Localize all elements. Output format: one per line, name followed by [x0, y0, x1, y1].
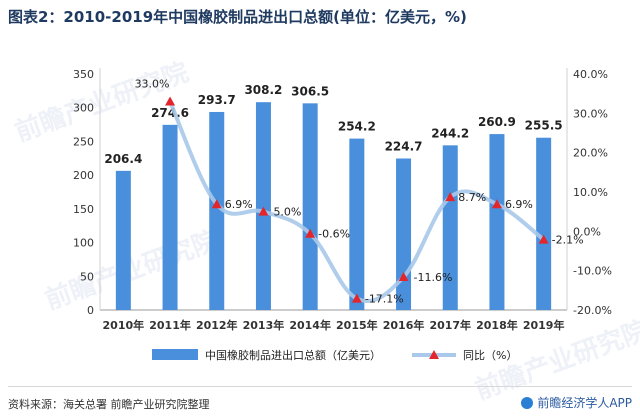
x-tick-label: 2011年	[149, 318, 191, 332]
bar-value-label: 255.5	[525, 119, 563, 133]
y-right-tick-label: 30.0%	[573, 107, 608, 120]
bar-value-label: 206.4	[104, 152, 142, 166]
x-tick-label: 2016年	[383, 318, 425, 332]
y-right-tick-label: 20.0%	[573, 147, 608, 160]
bar	[349, 138, 365, 310]
y-left-tick-label: 0	[87, 304, 94, 317]
x-tick-label: 2015年	[336, 318, 378, 332]
yoy-value-label: 6.9%	[505, 198, 533, 211]
chart-title: 图表2：2010-2019年中国橡胶制品进出口总额(单位：亿美元，%)	[8, 8, 467, 26]
bar	[115, 170, 131, 310]
brand-logo-icon	[521, 396, 534, 409]
yoy-marker	[211, 199, 222, 209]
yoy-marker	[258, 206, 269, 216]
yoy-marker	[165, 96, 176, 106]
y-right-tick-label: 0.0%	[573, 225, 601, 238]
chart-canvas: 0 50 100 150 200 250 300 350 -20.0% -10.0% 0.0% 10.…	[73, 68, 612, 362]
y-left-tick-label: 50	[80, 270, 94, 283]
bar-value-label: 260.9	[478, 115, 516, 129]
y-right-tick-label: -20.0%	[573, 304, 612, 317]
brand-label: 前瞻经济学人APP	[537, 396, 632, 410]
x-tick-label: 2013年	[243, 318, 285, 332]
yoy-value-label: 33.0%	[135, 78, 170, 91]
legend-label-bar: 中国橡胶制品进出口总额（亿美元）	[205, 348, 381, 362]
bar-value-label: 244.2	[431, 126, 469, 140]
yoy-marker	[491, 199, 502, 209]
yoy-value-label: -11.6%	[414, 271, 453, 284]
footer-divider	[8, 386, 632, 387]
legend-swatch-marker	[429, 350, 439, 359]
yoy-value-label: 8.7%	[458, 191, 486, 204]
bar	[489, 134, 505, 310]
y-left-tick-label: 350	[73, 68, 94, 81]
source-note: 资料来源：海关总署 前瞻产业研究院整理	[8, 398, 210, 411]
y-left-tick-label: 100	[73, 237, 94, 250]
yoy-marker	[398, 271, 409, 281]
yoy-marker	[445, 192, 456, 202]
bar	[442, 145, 458, 310]
bar-value-label: 224.7	[385, 139, 423, 153]
y-left-tick-label: 150	[73, 203, 94, 216]
legend-swatch-bar	[152, 349, 198, 360]
y-right-tick-label: 10.0%	[573, 186, 608, 199]
yoy-marker	[538, 234, 549, 244]
brand-mark: 前瞻经济学人APP	[521, 394, 632, 411]
bar-value-label: 306.5	[291, 84, 329, 98]
bar	[396, 158, 412, 310]
x-tick-label: 2017年	[429, 318, 471, 332]
x-tick-label: 2010年	[103, 318, 145, 332]
bar-value-label: 308.2	[244, 83, 282, 97]
yoy-value-label: -2.1%	[552, 234, 584, 247]
bar-value-label: 274.6	[151, 106, 189, 120]
yoy-value-label: 6.9%	[225, 198, 253, 211]
y-left-tick-label: 250	[73, 135, 94, 148]
bar	[162, 124, 178, 310]
yoy-value-label: 5.0%	[273, 206, 301, 219]
bar-value-label: 254.2	[338, 120, 376, 134]
bar-value-label: 293.7	[198, 93, 236, 107]
yoy-value-label: -0.6%	[318, 228, 350, 241]
y-right-tick-label: -10.0%	[573, 265, 612, 278]
yoy-value-label: -17.1%	[365, 293, 404, 306]
bar	[536, 137, 552, 310]
x-tick-label: 2012年	[196, 318, 238, 332]
bar	[255, 102, 271, 310]
x-tick-label: 2014年	[289, 318, 331, 332]
bar	[209, 111, 225, 311]
legend-label-line: 同比（%）	[463, 349, 517, 362]
yoy-marker	[305, 228, 316, 238]
bar	[302, 103, 318, 311]
x-tick-label: 2019年	[523, 318, 565, 332]
y-left-tick-label: 300	[73, 102, 94, 115]
yoy-marker	[351, 293, 362, 303]
y-right-tick-label: 40.0%	[573, 68, 608, 81]
x-tick-label: 2018年	[476, 318, 518, 332]
y-left-tick-label: 200	[73, 169, 94, 182]
